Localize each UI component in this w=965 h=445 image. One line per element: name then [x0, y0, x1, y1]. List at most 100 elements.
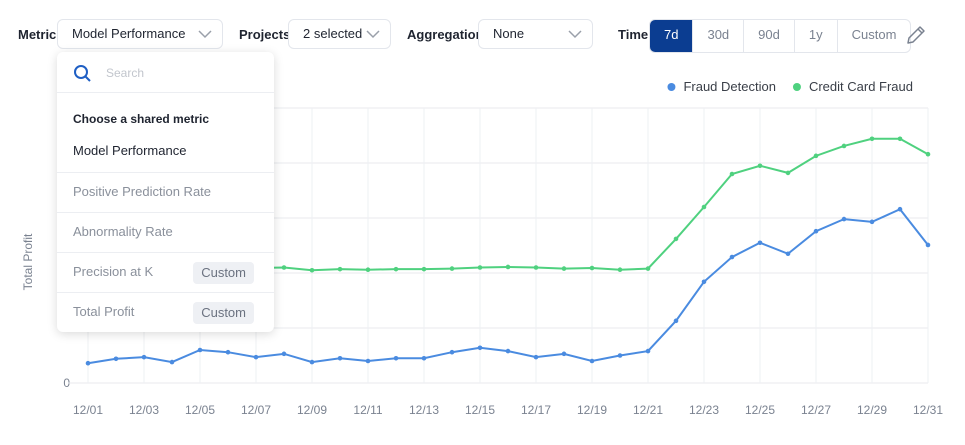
x-tick-label: 12/31 — [913, 403, 943, 417]
data-point — [645, 266, 651, 271]
data-point — [701, 204, 707, 210]
time-option[interactable]: 1y — [793, 20, 837, 52]
divider — [57, 92, 274, 93]
data-point — [589, 265, 595, 271]
projects-value: 2 selected — [303, 26, 363, 41]
chevron — [366, 30, 380, 39]
time-option[interactable]: Custom — [836, 20, 911, 52]
x-tick-label: 12/23 — [689, 403, 719, 417]
data-point — [113, 356, 119, 362]
x-tick-label: 12/07 — [241, 403, 271, 417]
item-badge: Custom — [193, 262, 254, 284]
time-options: 7d 30d 90d 1y Custom — [649, 19, 912, 53]
aggregation-select[interactable]: None — [478, 19, 593, 49]
x-tick-label: 12/25 — [745, 403, 775, 417]
data-point — [925, 151, 931, 157]
data-point — [729, 171, 735, 177]
data-point — [449, 266, 455, 271]
search-icon — [74, 65, 91, 82]
dropdown-item[interactable]: Total Profit Custom — [57, 292, 274, 332]
edit-icon[interactable] — [905, 24, 927, 46]
metric-dropdown: Search Choose a shared metric Model Perf… — [57, 52, 274, 332]
data-point — [701, 279, 707, 285]
x-tick-label: 12/05 — [185, 403, 215, 417]
data-point — [813, 228, 819, 234]
dropdown-item[interactable]: Precision at K Custom — [57, 252, 274, 292]
data-point — [897, 206, 903, 212]
x-tick-label: 12/19 — [577, 403, 607, 417]
data-point — [561, 266, 567, 271]
search-input[interactable]: Search — [106, 66, 145, 80]
data-point — [757, 163, 763, 169]
data-point — [841, 216, 847, 222]
y-axis-label: Total Profit — [21, 233, 35, 290]
data-point — [477, 265, 483, 270]
data-point — [561, 351, 567, 357]
data-point — [505, 264, 511, 270]
projects-label: Projects — [239, 27, 291, 42]
dropdown-item[interactable]: Positive Prediction Rate — [57, 172, 274, 212]
time-option[interactable]: 90d — [743, 20, 794, 52]
data-point — [869, 136, 875, 142]
data-point — [841, 143, 847, 149]
data-point — [925, 242, 931, 248]
data-point — [757, 240, 763, 246]
data-point — [617, 267, 623, 273]
item-label: Abnormality Rate — [73, 224, 173, 239]
data-point — [729, 254, 735, 260]
item-label: Model Performance — [73, 143, 187, 158]
item-label: Positive Prediction Rate — [73, 184, 212, 199]
data-point — [673, 236, 679, 242]
chevron — [198, 30, 212, 39]
x-tick-label: 12/17 — [521, 403, 551, 417]
dropdown-item[interactable]: Model Performance — [57, 132, 274, 172]
data-point — [421, 266, 427, 272]
x-tick-label: 12/21 — [633, 403, 663, 417]
time-option[interactable]: 7d — [650, 20, 693, 52]
aggregation-value: None — [493, 26, 525, 41]
x-tick-label: 12/11 — [353, 403, 382, 417]
data-point — [785, 251, 791, 257]
metric-select[interactable]: Model Performance — [57, 19, 223, 49]
data-point — [281, 265, 287, 270]
aggregation-label: Aggregation — [407, 27, 484, 42]
data-point — [309, 359, 315, 365]
x-tick-label: 12/29 — [857, 403, 887, 417]
data-point — [645, 348, 651, 354]
data-point — [393, 355, 399, 361]
item-badge: Custom — [193, 302, 254, 324]
x-tick-label: 12/27 — [801, 403, 831, 417]
chevron — [568, 30, 582, 39]
dropdown-heading: Choose a shared metric — [73, 112, 210, 126]
data-point — [589, 358, 595, 364]
x-tick-label: 12/13 — [409, 403, 439, 417]
data-point — [309, 267, 315, 273]
time-option[interactable]: 30d — [692, 20, 743, 52]
dropdown-item[interactable]: Abnormality Rate — [57, 212, 274, 252]
data-point — [253, 354, 259, 360]
x-tick-label: 12/01 — [73, 403, 103, 417]
data-point — [813, 153, 819, 159]
item-label: Precision at K — [73, 264, 154, 279]
data-point — [169, 359, 175, 365]
x-tick-label: 12/03 — [129, 403, 159, 417]
data-point — [337, 355, 343, 361]
x-tick-label: 12/15 — [465, 403, 495, 417]
data-point — [141, 354, 147, 360]
time-label: Time — [618, 27, 649, 42]
legend-label: Credit Card Fraud — [809, 79, 913, 94]
data-point — [673, 318, 679, 324]
y-tick-label: 0 — [63, 376, 70, 390]
data-point — [337, 266, 343, 272]
data-point — [785, 170, 791, 176]
data-point — [477, 345, 483, 351]
data-point — [85, 360, 91, 366]
data-point — [533, 265, 539, 270]
data-point — [281, 351, 287, 357]
data-point — [393, 266, 399, 272]
projects-select[interactable]: 2 selected — [288, 19, 391, 49]
data-point — [365, 267, 371, 273]
legend-swatch — [667, 83, 676, 91]
item-label: Total Profit — [73, 304, 135, 319]
data-point — [197, 347, 203, 353]
